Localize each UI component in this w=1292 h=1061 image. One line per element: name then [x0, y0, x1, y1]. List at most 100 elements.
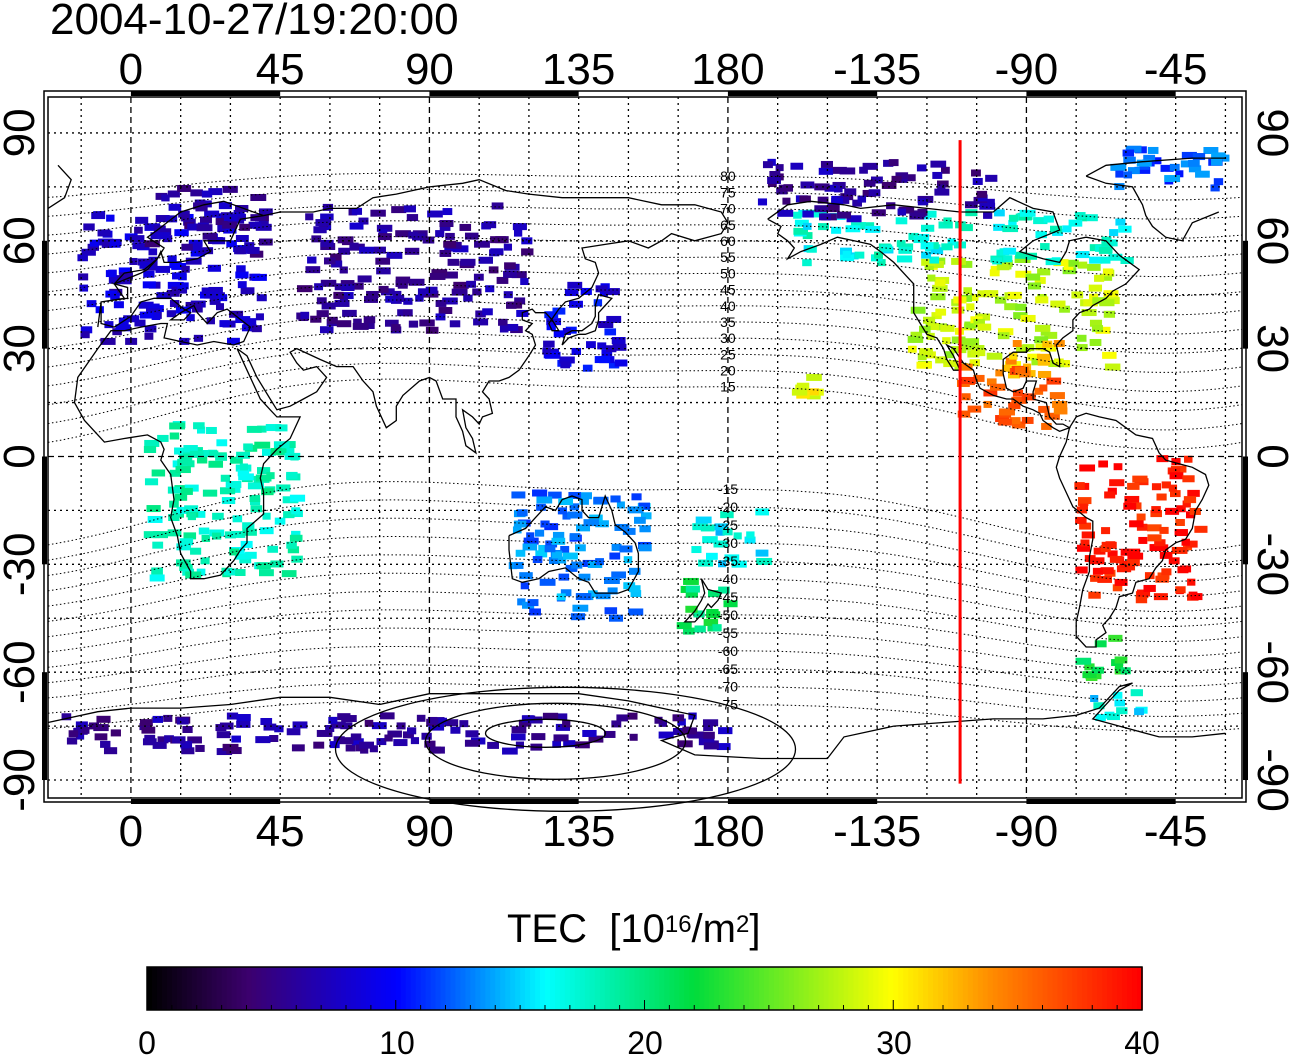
tec-cell [1114, 699, 1126, 707]
tec-cell [634, 516, 646, 524]
colorbar-segment [634, 967, 641, 1010]
tec-cell [604, 576, 620, 584]
tec-cell [997, 328, 1014, 336]
tec-cell [1187, 489, 1200, 497]
tec-cell [963, 338, 980, 346]
tec-cell [243, 443, 253, 451]
tec-cell [488, 266, 499, 274]
tec-cell [1131, 502, 1142, 510]
tec-cell [190, 249, 205, 257]
tec-cell [235, 235, 249, 243]
tec-cell [1089, 338, 1102, 346]
tec-cell [862, 162, 878, 170]
modip-contour-label: 60 [720, 233, 736, 249]
tec-cell [1183, 496, 1197, 504]
tec-cell [1021, 416, 1034, 424]
tec-cell [807, 388, 819, 396]
tec-cell [551, 537, 566, 545]
tec-data-layer [61, 145, 1230, 756]
colorbar-segment [1017, 967, 1024, 1010]
tec-cell [565, 326, 577, 334]
tec-cell [1100, 545, 1111, 553]
tec-cell [274, 517, 286, 525]
tec-cell [314, 283, 324, 291]
tec-cell [714, 523, 729, 531]
tec-cell [427, 716, 438, 724]
tec-cell [1169, 163, 1180, 171]
colorbar-segment [704, 967, 710, 1010]
tec-cell [965, 209, 978, 217]
tec-cell [532, 556, 543, 564]
tec-cell [337, 713, 351, 721]
colorbar-segment [569, 967, 576, 1010]
top-longitude-label: 0 [119, 45, 143, 94]
tec-cell [521, 237, 533, 245]
colorbar-segment [1062, 967, 1069, 1010]
tec-cell [1159, 544, 1169, 552]
tec-cell [1101, 527, 1111, 535]
tec-cell [977, 194, 988, 202]
tec-cell [964, 201, 978, 209]
tec-cell [115, 324, 131, 332]
tec-cell [155, 265, 171, 273]
tec-cell [105, 270, 117, 278]
tec-cell [177, 458, 188, 466]
colorbar-segment [380, 967, 387, 1010]
tec-cell [226, 712, 239, 720]
map-border [47, 96, 1243, 799]
tec-cell [1009, 352, 1018, 360]
tec-cell [558, 498, 574, 506]
tec-cell [1136, 513, 1146, 521]
tec-cell [143, 270, 155, 278]
tec-cell [465, 730, 479, 738]
tec-cell [627, 506, 644, 514]
new-zealand-coastline [683, 578, 723, 623]
tec-cell [744, 536, 756, 544]
tec-cell [515, 741, 524, 749]
tec-cell [842, 250, 851, 258]
lat-lon-grid [48, 97, 1242, 798]
modip-contour-label: 70 [720, 201, 736, 217]
colorbar-segment [699, 967, 705, 1010]
tec-cell [284, 441, 296, 449]
tec-cell [1180, 160, 1193, 168]
tec-cell [357, 275, 372, 283]
colorbar-segment [992, 967, 999, 1010]
tec-cell [311, 235, 322, 243]
tec-cell [1109, 555, 1123, 563]
colorbar-segment [599, 967, 606, 1010]
tec-cell [1181, 151, 1197, 159]
tec-cell [559, 356, 575, 364]
tec-cell [475, 310, 486, 318]
tec-cell [258, 238, 273, 246]
tec-cell [1160, 164, 1174, 172]
tec-cell [156, 292, 172, 300]
modip-contour-label: -60 [718, 643, 738, 659]
tec-cell [342, 309, 357, 317]
tec-cell [396, 294, 405, 302]
tec-cell [152, 541, 164, 549]
tec-cell [197, 247, 214, 255]
tec-cell [1161, 481, 1171, 489]
tec-cell [236, 247, 245, 255]
tec-cell [934, 188, 950, 196]
tec-cell [1042, 340, 1053, 348]
colorbar-segment [450, 967, 457, 1010]
tec-cell [1071, 291, 1084, 299]
modip-contour [47, 362, 1243, 431]
tec-cell [791, 388, 808, 396]
tec-cell [529, 608, 541, 616]
tec-cell [601, 349, 613, 357]
colorbar-segment [1082, 967, 1089, 1010]
tec-cell [1086, 214, 1098, 222]
tec-cell [373, 246, 386, 254]
tec-cell [824, 184, 838, 192]
tec-cell [515, 549, 526, 557]
tec-cell [870, 176, 883, 184]
tec-cell [1107, 487, 1117, 495]
modip-contour-label: -65 [718, 661, 738, 677]
colorbar-segment [490, 967, 497, 1010]
tec-cell [1015, 303, 1027, 311]
tec-cell [895, 217, 908, 225]
